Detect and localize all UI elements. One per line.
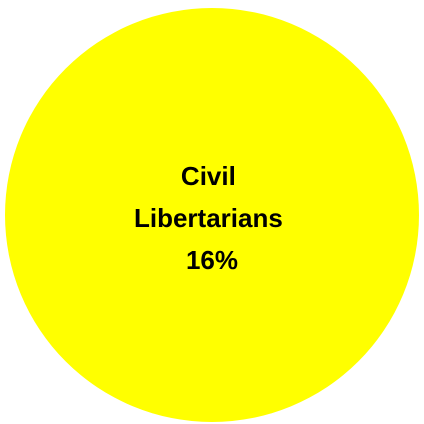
bubble-civil-libertarians [5, 8, 419, 422]
bubble-label-line-1: Civil [181, 161, 236, 191]
bubble-label-line-3: 16% [186, 245, 238, 275]
bubble-label: Civil Libertarians 16% [134, 161, 290, 275]
bubble-label-line-2: Libertarians [134, 203, 283, 233]
